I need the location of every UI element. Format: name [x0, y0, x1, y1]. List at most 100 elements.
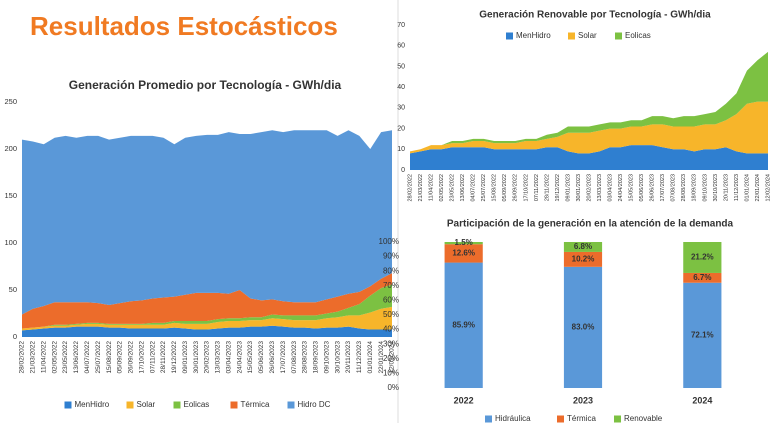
- x-tick-label: 15/08/2022: [492, 174, 498, 202]
- x-tick-label: 30/10/2023: [713, 174, 719, 202]
- x-tick-label: 22/01/2024: [755, 174, 761, 202]
- x-tick-label: 2024: [692, 395, 712, 405]
- x-tick-label: 21/03/2022: [30, 341, 37, 374]
- chart-title: Generación Renovable por Tecnología - GW…: [479, 10, 711, 21]
- bar-segment: [563, 251, 603, 267]
- x-tick-label: 15/05/2023: [629, 174, 635, 202]
- x-tick-label: 15/05/2023: [247, 341, 254, 374]
- y-tick-label: 10: [397, 146, 405, 153]
- bar-segment: [563, 266, 603, 388]
- y-tick-label: 80%: [383, 266, 399, 275]
- y-tick-label: 20: [397, 125, 405, 132]
- value-label: 85.9%: [452, 320, 475, 329]
- y-tick-label: 50: [397, 63, 405, 70]
- area: [410, 101, 768, 154]
- x-tick-label: 25/07/2022: [95, 341, 102, 374]
- legend-swatch: [615, 32, 622, 40]
- legend-swatch: [230, 401, 238, 409]
- value-label: 83.0%: [572, 323, 595, 332]
- legend-swatch: [485, 415, 492, 423]
- y-tick-label: 30: [397, 105, 405, 112]
- y-tick-label: 70: [397, 22, 405, 29]
- bar-segment: [444, 242, 483, 245]
- legend-label: Hidro DC: [298, 400, 331, 409]
- x-tick-label: 04/07/2022: [84, 341, 91, 374]
- value-label: 21.2%: [691, 253, 714, 262]
- legend-label: Renovable: [624, 414, 663, 423]
- x-tick-label: 05/09/2022: [117, 341, 124, 374]
- bar-segment: [683, 282, 722, 388]
- x-tick-label: 07/11/2022: [534, 174, 540, 201]
- x-tick-label: 20/11/2023: [723, 174, 729, 201]
- x-tick-label: 09/01/2023: [565, 174, 571, 202]
- y-tick-label: 40: [397, 84, 405, 91]
- x-tick-label: 30/01/2023: [576, 174, 582, 202]
- y-tick-label: 150: [4, 191, 17, 200]
- x-tick-label: 09/10/2023: [702, 174, 708, 202]
- x-tick-label: 17/10/2022: [138, 341, 145, 374]
- x-tick-label: 02/05/2022: [439, 174, 445, 202]
- x-tick-label: 15/08/2022: [106, 341, 113, 374]
- x-tick-label: 13/06/2022: [73, 341, 80, 374]
- x-tick-label: 04/07/2022: [471, 174, 477, 202]
- x-tick-label: 19/12/2022: [171, 341, 178, 374]
- x-tick-label: 26/06/2023: [269, 341, 276, 374]
- x-tick-label: 28/11/2022: [544, 174, 550, 201]
- y-tick-label: 40%: [383, 325, 399, 334]
- x-tick-label: 09/10/2023: [323, 341, 330, 374]
- x-tick-label: 24/04/2023: [618, 174, 624, 202]
- x-tick-label: 03/04/2023: [608, 174, 614, 202]
- x-tick-label: 25/07/2022: [481, 174, 487, 202]
- x-tick-label: 28/08/2023: [302, 341, 309, 374]
- x-tick-label: 22/01/2024: [378, 341, 385, 374]
- y-tick-label: 0%: [387, 383, 399, 392]
- x-tick-label: 2023: [573, 395, 593, 405]
- x-tick-label: 13/03/2023: [215, 341, 222, 374]
- x-tick-label: 26/09/2022: [513, 174, 519, 202]
- y-tick-label: 200: [4, 144, 17, 153]
- bar-segment: [683, 272, 722, 283]
- legend-swatch: [557, 415, 564, 423]
- legend-swatch: [568, 32, 575, 40]
- x-tick-label: 02/05/2022: [51, 341, 58, 374]
- x-tick-label: 12/02/2024: [765, 174, 771, 202]
- y-tick-label: 10%: [383, 369, 399, 378]
- area: [410, 51, 768, 152]
- y-tick-label: 0: [401, 167, 405, 174]
- area: [22, 306, 392, 331]
- x-tick-label: 05/06/2023: [639, 174, 645, 202]
- x-tick-label: 20/02/2023: [204, 341, 211, 374]
- x-tick-label: 19/12/2022: [555, 174, 561, 202]
- chart-title: Participación de la generación en la ate…: [447, 219, 734, 230]
- x-tick-label: 05/09/2022: [502, 174, 508, 202]
- x-tick-label: 13/06/2022: [460, 174, 466, 202]
- x-tick-label: 18/09/2023: [692, 174, 698, 202]
- y-tick-label: 70%: [383, 281, 399, 290]
- area: [22, 284, 392, 329]
- x-tick-label: 2022: [454, 395, 474, 405]
- legend-label: MenHidro: [516, 31, 551, 40]
- x-tick-label: 21/03/2022: [418, 174, 424, 202]
- x-tick-label: 24/04/2023: [236, 341, 243, 374]
- x-tick-label: 28/02/2022: [19, 341, 26, 374]
- x-tick-label: 01/01/2024: [367, 341, 374, 374]
- x-tick-label: 20/11/2023: [345, 341, 352, 373]
- y-tick-label: 100%: [379, 237, 399, 246]
- y-tick-label: 0: [13, 332, 17, 341]
- y-tick-label: 30%: [383, 339, 399, 348]
- bar-segment: [444, 244, 483, 263]
- legend-swatch: [64, 401, 72, 409]
- bar-segment: [683, 242, 722, 273]
- legend-label: Solar: [137, 400, 156, 409]
- legend-label: Térmica: [241, 400, 270, 409]
- x-tick-label: 17/10/2022: [523, 174, 529, 202]
- y-tick-label: 250: [4, 97, 17, 106]
- x-tick-label: 05/06/2023: [258, 341, 265, 374]
- x-tick-label: 23/05/2022: [62, 341, 69, 374]
- legend-swatch: [614, 415, 621, 423]
- y-tick-label: 60: [397, 43, 405, 50]
- y-tick-label: 60%: [383, 296, 399, 305]
- y-tick-label: 20%: [383, 354, 399, 363]
- area: [22, 130, 392, 315]
